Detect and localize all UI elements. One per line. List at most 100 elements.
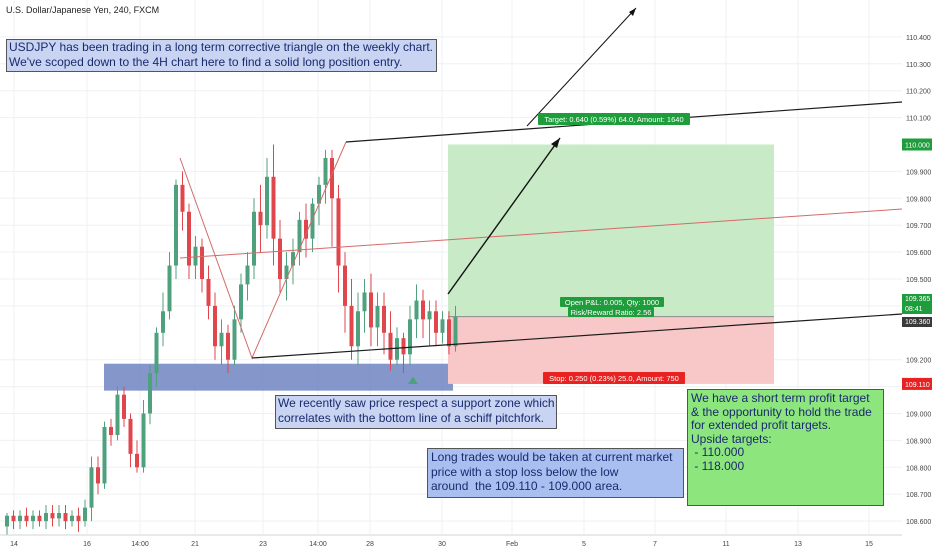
candle-body (226, 332, 230, 360)
target-label-bg (538, 113, 690, 125)
candle-body (122, 394, 126, 419)
risk-reward-label-text: Risk/Reward Ratio: 2.56 (571, 308, 652, 317)
y-tick-label: 110.100 (906, 116, 931, 123)
candle-body (239, 284, 243, 320)
price-tag-stop-bg (902, 377, 932, 390)
candle-body (154, 332, 159, 374)
candle-body (128, 418, 133, 454)
y-tick-label: 109.700 (906, 223, 931, 230)
candle-body (102, 426, 107, 484)
y-tick-label: 108.800 (906, 465, 931, 472)
candle-body (57, 513, 61, 519)
candle-body (284, 265, 289, 279)
candle-body (252, 211, 256, 266)
candle-body (297, 219, 302, 253)
candle-body (200, 246, 204, 279)
candle-body (278, 238, 282, 279)
drawings (179, 7, 903, 384)
candle-body (141, 413, 146, 468)
candle-body (161, 311, 165, 333)
time-axis: 14 16 14:00 21 23 14:00 28 30 Feb 5 7 11 13 15 (0, 534, 902, 548)
candle-body (148, 373, 152, 414)
note-line: Upside targets: (691, 431, 772, 446)
support-zone[interactable] (104, 363, 453, 391)
note-entry[interactable]: Long trades would be taken at current ma… (427, 448, 684, 498)
price-tag-target-text: 110.000 (905, 143, 930, 150)
candle-body (395, 338, 399, 360)
price-tag-countdown: 08:41 (902, 304, 932, 314)
candle-body (83, 507, 87, 522)
y-tick-label: 108.700 (906, 492, 931, 499)
candle-body (206, 279, 211, 306)
y-tick-label: 110.200 (906, 89, 931, 96)
candle-body (414, 300, 419, 320)
x-tick-label: 16 (83, 541, 91, 548)
x-tick-label: 15 (865, 541, 873, 548)
candle-body (258, 211, 263, 226)
pnl-label: Open P&L: 0.005, Qty: 1000 (560, 297, 664, 307)
x-tick-label: 28 (366, 541, 374, 548)
stop-label: Stop: 0.250 (0.23%) 25.0, Amount: 750 (543, 372, 685, 384)
candlesticks (5, 144, 458, 535)
candle-body (349, 305, 354, 347)
y-tick-label: 109.500 (906, 277, 931, 284)
price-tag-current: 109.365 (902, 294, 932, 304)
target-label: Target: 0.640 (0.59%) 64.0, Amount: 1640 (538, 113, 690, 125)
x-tick-label: 30 (438, 541, 446, 548)
candle-body (434, 311, 438, 333)
candle-body (362, 292, 367, 312)
note-line: price with a stop loss below the low (431, 464, 619, 479)
y-tick-label: 109.800 (906, 196, 931, 203)
candle-body (343, 265, 347, 306)
price-tag-entry-text: 109.360 (905, 319, 930, 326)
candle-body (408, 319, 412, 355)
price-tag-entry: 109.360 (902, 317, 932, 327)
y-tick-label: 110.300 (906, 62, 931, 69)
note-top-left[interactable]: USDJPY has been trading in a long term c… (6, 39, 437, 72)
candle-body (76, 515, 81, 522)
note-targets[interactable]: We have a short term profit target & the… (687, 389, 884, 506)
note-line: correlates with the bottom line of a sch… (278, 411, 544, 425)
candle-body (31, 515, 35, 522)
candle-body (70, 515, 74, 522)
note-line: Long trades would be taken at current ma… (431, 450, 673, 464)
candle-body (271, 176, 276, 239)
x-tick-label: 13 (794, 541, 802, 548)
x-tick-label: Feb (506, 541, 518, 548)
arrowhead-icon (551, 138, 560, 148)
y-tick-label: 109.200 (906, 358, 931, 365)
candle-body (44, 513, 48, 522)
candle-body (401, 338, 406, 355)
candle-body (37, 515, 42, 522)
candle-body (109, 426, 113, 436)
pitchfork-lower-line (251, 313, 903, 359)
price-tag-target: 110.000 (902, 138, 932, 151)
x-tick-label: 5 (582, 541, 586, 548)
candle-body (427, 311, 432, 320)
candle-body (18, 515, 22, 522)
projection-arrow-short (447, 137, 561, 295)
arrow-up-icon (408, 377, 418, 384)
risk-reward-label: Risk/Reward Ratio: 2.56 (568, 307, 654, 317)
candle-body (447, 319, 451, 347)
candle-body (63, 513, 68, 522)
candle-body (50, 513, 55, 519)
x-tick-label: 11 (722, 541, 729, 548)
profit-zone[interactable] (448, 144, 774, 317)
x-tick-label: 14:00 (309, 541, 327, 548)
candle-body (213, 305, 217, 347)
candle-body (382, 305, 386, 333)
candle-body (96, 467, 100, 484)
candle-body (167, 265, 172, 312)
zones-layer (104, 144, 774, 391)
note-support[interactable]: We recently saw price respect a support … (275, 395, 557, 429)
price-tag-stop-text: 109.110 (905, 382, 930, 389)
stop-label-bg (543, 372, 685, 384)
candle-body (187, 211, 191, 266)
candle-body (356, 311, 360, 347)
y-tick-label: 108.600 (906, 519, 931, 526)
x-tick-label: 14:00 (131, 541, 149, 548)
price-tag-target-bg (902, 138, 932, 151)
projection-arrow-long (526, 7, 637, 127)
candle-body (232, 319, 237, 360)
